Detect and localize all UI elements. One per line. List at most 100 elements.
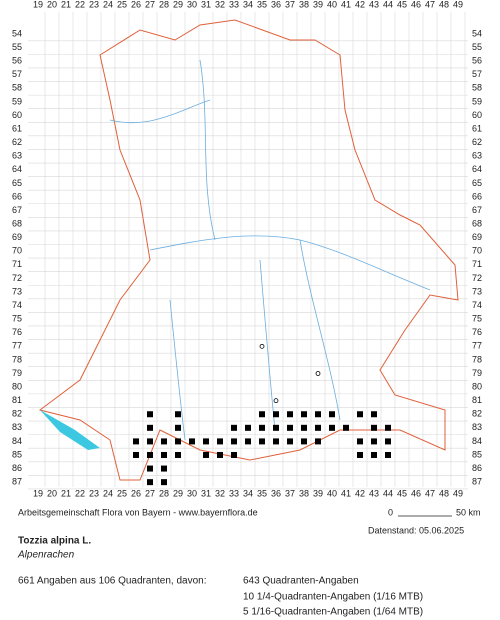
row-label: 61 [12,123,22,133]
column-label: 33 [229,0,239,9]
row-label: 71 [472,259,482,269]
occurrence-square [161,438,167,445]
row-label: 80 [472,381,482,391]
occurrence-square [315,438,321,445]
column-label: 46 [411,0,421,9]
scale-start: 0 [388,507,393,517]
column-label: 30 [187,0,197,9]
column-label: 22 [75,488,85,498]
occurrence-square [385,451,391,458]
occurrence-square [343,424,349,431]
occurrence-square [357,438,363,445]
occurrence-square [301,438,307,445]
row-label: 80 [12,381,22,391]
summary-line: 643 Quadranten-Angaben [243,576,359,587]
row-label: 64 [12,164,22,174]
occurrence-square [273,424,279,431]
row-label: 74 [12,300,22,310]
occurrence-square [301,411,307,418]
occurrence-square [287,411,293,418]
column-label: 48 [439,488,449,498]
column-label: 22 [75,0,85,9]
row-label: 69 [472,232,482,242]
row-label: 72 [472,273,482,283]
column-label: 35 [257,0,267,9]
occurrence-square [175,424,181,431]
occurrence-square [189,438,195,445]
occurrence-square [357,411,363,418]
row-label: 81 [472,395,482,405]
occurrence-square [245,424,251,431]
row-label: 78 [12,354,22,364]
summary-total: 661 Angaben aus 106 Quadranten, davon: [18,576,207,587]
row-label: 79 [12,368,22,378]
row-label: 58 [472,83,482,93]
row-label: 63 [12,151,22,161]
rivers [109,59,431,441]
occurrence-square [161,479,167,486]
occurrence-square [287,438,293,445]
occurrence-circle [273,398,279,404]
occurrence-square [147,479,153,486]
row-label: 62 [12,137,22,147]
occurrence-square [385,424,391,431]
column-label: 44 [383,488,393,498]
row-label: 79 [472,368,482,378]
column-label: 39 [313,488,323,498]
column-label: 49 [453,0,463,9]
column-label: 49 [453,488,463,498]
column-label: 31 [201,488,211,498]
occurrences [133,343,391,486]
row-label: 63 [472,151,482,161]
row-label: 56 [472,56,482,66]
grid: 19 19 20 20 21 21 22 22 23 23 24 24 25 25 26 26 27 27 28 28… [12,0,482,498]
row-label: 66 [472,191,482,201]
occurrence-square [315,411,321,418]
row-label: 71 [12,259,22,269]
species-name: Tozzia alpina L. [18,536,91,547]
row-label: 54 [472,28,482,38]
row-label: 69 [12,232,22,242]
column-label: 40 [327,0,337,9]
row-label: 64 [472,164,482,174]
row-label: 66 [12,191,22,201]
column-label: 36 [271,488,281,498]
summary-line: 10 1/4-Quadranten-Angaben (1/16 MTB) [243,592,423,603]
occurrence-circle [259,343,265,349]
credit: Arbeitsgemeinschaft Flora von Bayern - w… [18,507,258,517]
column-label: 41 [341,488,351,498]
column-label: 46 [411,488,421,498]
column-label: 23 [89,0,99,9]
column-label: 34 [243,488,253,498]
row-label: 65 [472,178,482,188]
row-label: 77 [472,341,482,351]
column-label: 26 [131,488,141,498]
summary-line: 5 1/16-Quadranten-Angaben (1/64 MTB) [243,607,423,618]
row-label: 87 [472,477,482,487]
row-label: 55 [12,42,22,52]
occurrence-square [259,411,265,418]
occurrence-square [175,438,181,445]
column-label: 28 [159,488,169,498]
row-label: 73 [12,286,22,296]
date: Datenstand: 05.06.2025 [368,525,464,535]
row-label: 60 [12,110,22,120]
row-label: 75 [472,314,482,324]
row-label: 59 [12,96,22,106]
column-label: 32 [215,488,225,498]
row-label: 82 [12,409,22,419]
occurrence-square [259,424,265,431]
occurrence-circle [315,371,321,376]
occurrence-square [273,438,279,445]
column-label: 37 [285,0,295,9]
occurrence-square [175,411,181,418]
row-label: 57 [472,69,482,79]
column-label: 30 [187,488,197,498]
row-label: 83 [472,422,482,432]
column-label: 34 [243,0,253,9]
column-label: 37 [285,488,295,498]
row-label: 59 [472,96,482,106]
column-label: 28 [159,0,169,9]
row-label: 67 [12,205,22,215]
occurrence-square [217,438,223,445]
